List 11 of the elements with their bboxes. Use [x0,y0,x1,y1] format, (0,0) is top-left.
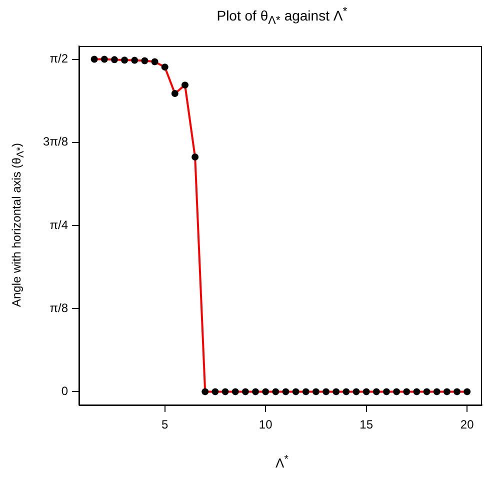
x-tick-label: 20 [460,418,474,432]
x-tick-label: 15 [360,418,374,432]
y-tick-label: π/4 [50,218,68,232]
x-tick-label: 10 [258,418,273,432]
x-tick-label: 5 [161,418,168,432]
y-tick-label: π/2 [50,52,68,66]
x-axis-title: Λ$^{*}$ [276,453,288,471]
y-tick-label: 0 [61,384,68,398]
y-tick-label: π/8 [50,300,68,315]
y-tick-label: 3π/8 [43,134,68,149]
chart-title: Plot of θ$_{Λ*}$ against Λ$^{*}$ [216,4,348,28]
